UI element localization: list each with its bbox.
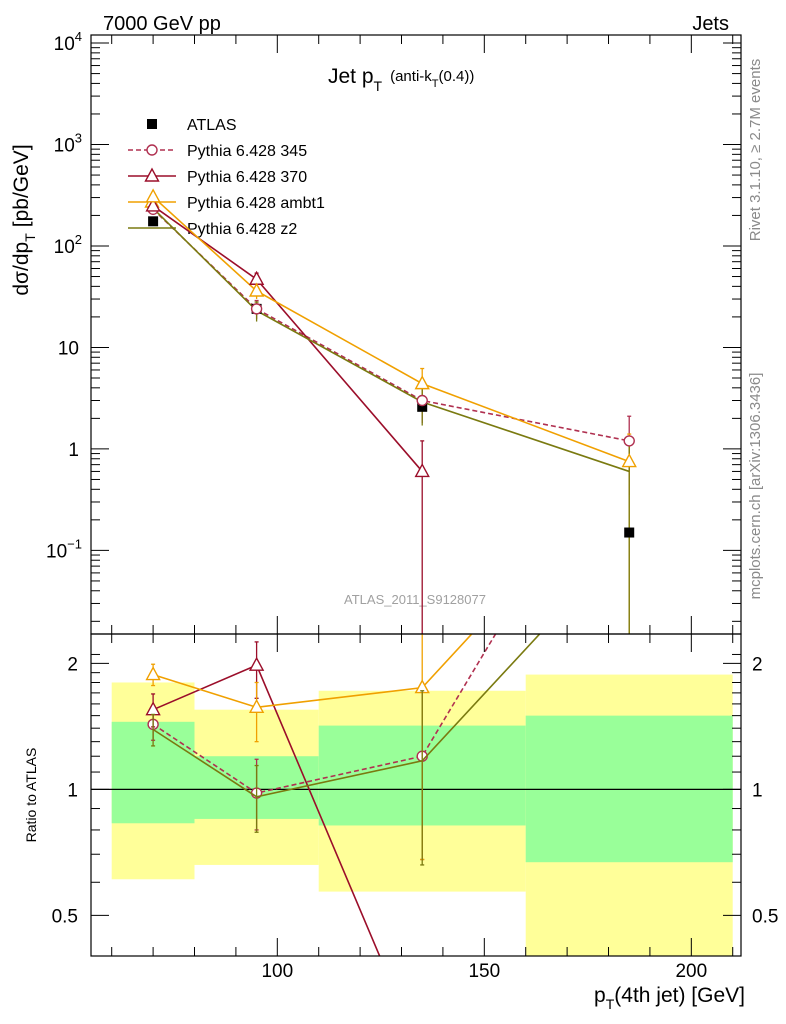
ratio-y-axis-label: Ratio to ATLAS — [23, 748, 39, 843]
series-marker — [414, 462, 430, 478]
mcplots-label: mcplots.cern.ch [arXiv:1306.3436] — [747, 373, 764, 600]
ratio-y-tick-label: 1 — [67, 780, 78, 801]
ratio-line — [152, 634, 541, 798]
legend-label: Pythia 6.428 345 — [187, 143, 307, 160]
atlas-data-point — [148, 216, 159, 227]
series-line — [152, 207, 630, 473]
legend-label: Pythia 6.428 ambt1 — [187, 195, 325, 212]
atlas-data-point — [417, 401, 428, 412]
ratio-marker — [145, 666, 161, 681]
ratio-marker — [248, 656, 265, 671]
ratio-y-tick-label: 1 — [752, 780, 763, 801]
atlas-data-point — [624, 527, 635, 538]
ratio-line — [152, 634, 497, 794]
series-marker — [621, 453, 637, 468]
series-marker — [414, 375, 430, 390]
series-marker — [145, 188, 161, 203]
ratio-y-tick-label: 0.5 — [752, 906, 778, 927]
series-marker — [248, 282, 265, 297]
plot-title: Jet pT(anti-kT(0.4)) — [328, 65, 474, 94]
y-tick-label: 104 — [54, 29, 82, 55]
series-marker — [250, 303, 263, 315]
ratio-y-tick-label: 2 — [67, 654, 78, 675]
series-marker — [248, 270, 265, 285]
analysis-watermark: ATLAS_2011_S9128077 — [344, 592, 486, 607]
x-tick-label: 100 — [261, 961, 293, 982]
ratio-y-tick-label: 2 — [752, 654, 763, 675]
ratio-frame — [90, 633, 742, 957]
main-plot-area — [145, 188, 637, 634]
legend-marker — [146, 144, 158, 156]
series-line — [152, 208, 630, 442]
legend-marker — [144, 167, 160, 182]
legend-label: Pythia 6.428 370 — [187, 169, 307, 186]
series-line — [152, 205, 423, 472]
x-tick-label: 150 — [468, 961, 500, 982]
y-tick-label: 10−1 — [46, 536, 82, 562]
legend-atlas-marker — [147, 119, 157, 129]
ratio-line — [152, 634, 473, 709]
series-line — [152, 196, 630, 463]
ratio-plot-area — [91, 634, 741, 956]
jets-label: Jets — [692, 13, 729, 35]
ratio-y-tick-label: 0.5 — [52, 906, 78, 927]
series-marker — [623, 435, 635, 447]
y-tick-label: 10 — [58, 338, 79, 359]
x-tick-label: 200 — [675, 961, 707, 982]
ratio-panel: 100 150 200 0.5 0.5 1 1 2 2 — [52, 633, 778, 982]
x-axis-label: pT(4th jet) [GeV] — [594, 984, 745, 1012]
y-tick-label: 103 — [54, 131, 82, 157]
series-marker — [145, 197, 161, 212]
y-tick-label: 102 — [54, 232, 82, 258]
series-marker — [416, 394, 428, 407]
main-y-axis-label: dσ/dpT[pb/GeV] — [10, 144, 38, 295]
energy-label: 7000 GeV pp — [103, 13, 221, 35]
ratio-marker — [248, 698, 265, 714]
rivet-label: Rivet 3.1.10, ≥ 2.7M events — [747, 59, 764, 242]
legend-label: Pythia 6.428 z2 — [187, 221, 297, 238]
legend-atlas-label: ATLAS — [187, 117, 237, 134]
y-tick-label: 1 — [68, 440, 79, 461]
